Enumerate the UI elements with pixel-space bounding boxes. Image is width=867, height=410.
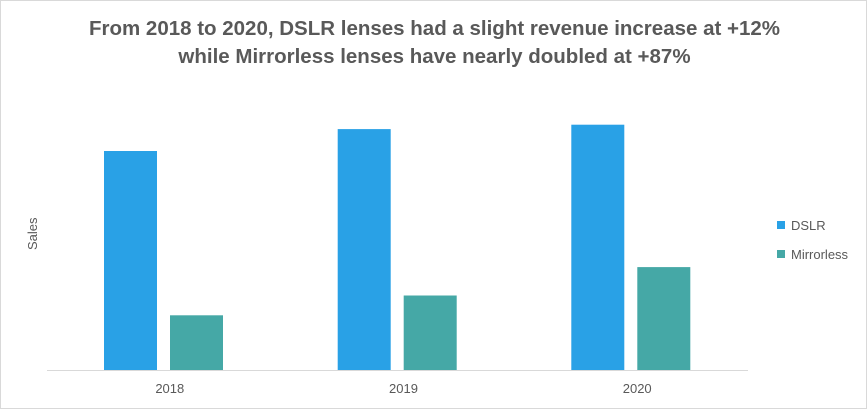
legend-label-dslr: DSLR [791, 217, 826, 233]
chart-title-line-2: while Mirrorless lenses have nearly doub… [178, 45, 691, 68]
chart-title: From 2018 to 2020, DSLR lenses had a sli… [1, 15, 867, 71]
bar-dslr-2018 [104, 151, 157, 370]
legend-item-dslr: DSLR [777, 216, 848, 234]
bar-mirrorless-2020 [637, 267, 691, 370]
bar-dslr-2020 [571, 124, 625, 370]
bar-mirrorless-2018 [170, 315, 223, 371]
x-tick-label-2020: 2020 [623, 381, 652, 396]
x-tick-label-2019: 2019 [389, 381, 418, 396]
x-tick-label-2018: 2018 [155, 381, 184, 396]
legend-swatch-dslr [777, 221, 785, 229]
legend: DSLR Mirrorless [777, 216, 848, 274]
legend-label-mirrorless: Mirrorless [791, 246, 849, 262]
chart-title-line-1: From 2018 to 2020, DSLR lenses had a sli… [88, 17, 781, 40]
bar-mirrorless-2019 [403, 295, 457, 370]
bar-dslr-2019 [337, 129, 391, 370]
legend-swatch-mirrorless [777, 250, 785, 258]
legend-item-mirrorless: Mirrorless [777, 245, 848, 263]
